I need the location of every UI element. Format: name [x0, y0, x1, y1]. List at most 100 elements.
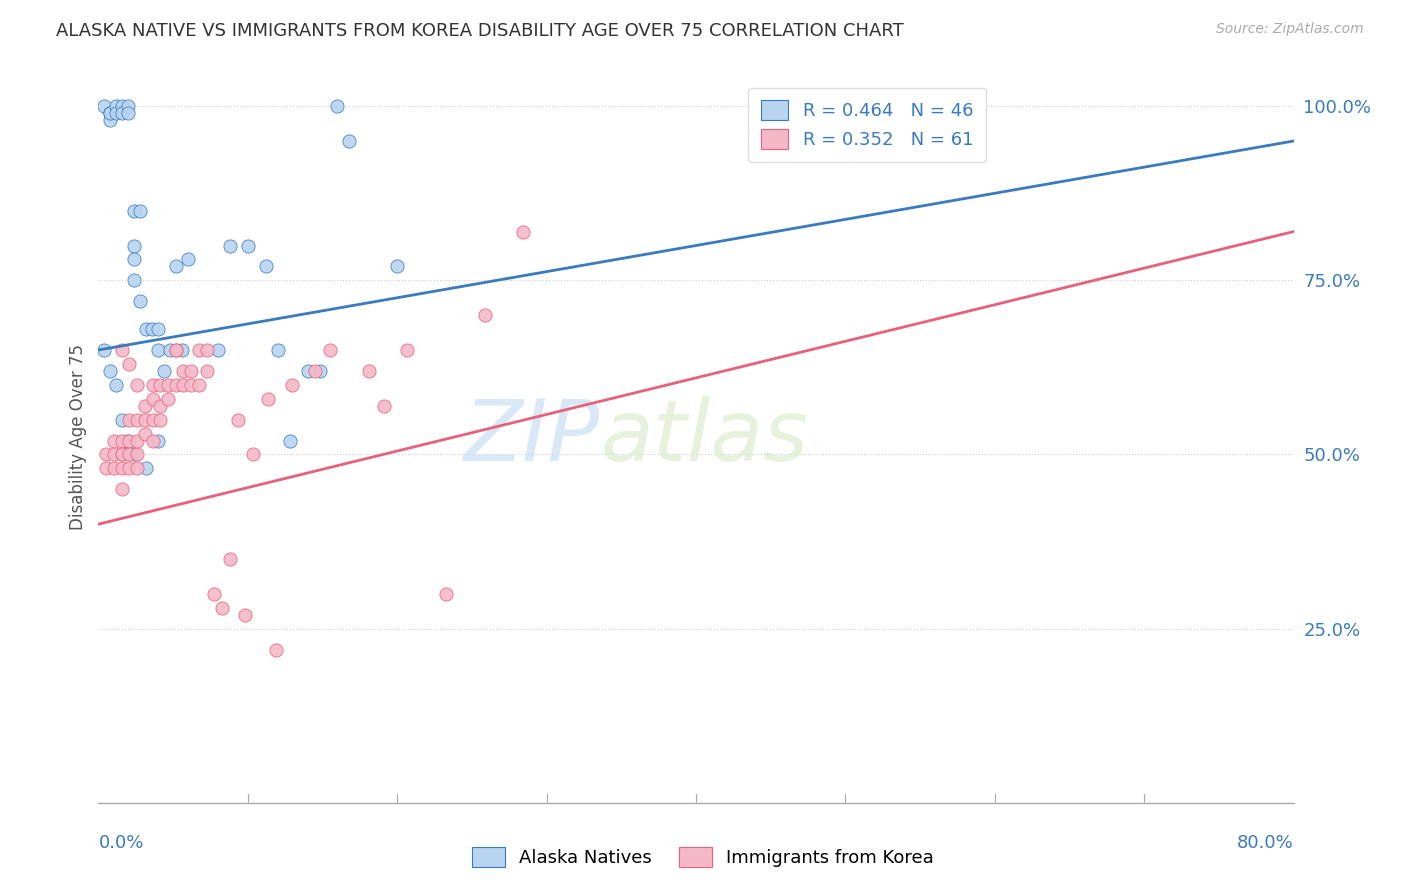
Point — [159, 343, 181, 357]
Point — [297, 364, 319, 378]
Point — [148, 343, 170, 357]
Point — [172, 343, 194, 357]
Point — [103, 434, 125, 448]
Point — [110, 483, 132, 497]
Point — [124, 448, 146, 462]
Legend: R = 0.464   N = 46, R = 0.352   N = 61: R = 0.464 N = 46, R = 0.352 N = 61 — [748, 87, 986, 161]
Point — [165, 343, 187, 357]
Point — [124, 252, 146, 267]
Point — [93, 99, 115, 113]
Point — [141, 434, 163, 448]
Point — [125, 412, 148, 426]
Point — [134, 412, 156, 426]
Point — [98, 106, 122, 120]
Point — [98, 106, 122, 120]
Point — [124, 203, 146, 218]
Point — [118, 461, 141, 475]
Point — [326, 99, 349, 113]
Point — [339, 134, 360, 148]
Point — [165, 260, 187, 274]
Point — [172, 364, 194, 378]
Point — [373, 399, 395, 413]
Point — [308, 364, 330, 378]
Point — [105, 99, 128, 113]
Point — [278, 434, 301, 448]
Point — [124, 238, 146, 252]
Point — [226, 412, 249, 426]
Point — [118, 448, 141, 462]
Point — [195, 364, 218, 378]
Point — [396, 343, 419, 357]
Point — [474, 308, 496, 322]
Point — [207, 343, 229, 357]
Point — [141, 412, 163, 426]
Point — [264, 642, 287, 657]
Point — [211, 600, 233, 615]
Point — [180, 377, 202, 392]
Point — [434, 587, 457, 601]
Point — [512, 225, 534, 239]
Point — [103, 448, 125, 462]
Point — [156, 392, 179, 406]
Point — [165, 377, 187, 392]
Text: atlas: atlas — [600, 395, 808, 479]
Point — [236, 238, 259, 252]
Point — [125, 461, 148, 475]
Text: ALASKA NATIVE VS IMMIGRANTS FROM KOREA DISABILITY AGE OVER 75 CORRELATION CHART: ALASKA NATIVE VS IMMIGRANTS FROM KOREA D… — [56, 22, 904, 40]
Point — [124, 273, 146, 287]
Point — [125, 434, 148, 448]
Point — [103, 461, 125, 475]
Point — [141, 392, 163, 406]
Point — [195, 343, 218, 357]
Point — [135, 461, 157, 475]
Point — [149, 412, 172, 426]
Point — [242, 448, 264, 462]
Point — [156, 377, 179, 392]
Point — [141, 322, 163, 336]
Point — [177, 252, 200, 267]
Point — [110, 343, 132, 357]
Point — [105, 377, 128, 392]
Point — [357, 364, 380, 378]
Point — [254, 260, 277, 274]
Point — [202, 587, 225, 601]
Point — [180, 364, 202, 378]
Point — [135, 322, 157, 336]
Point — [134, 426, 156, 441]
Point — [129, 203, 152, 218]
Point — [125, 377, 148, 392]
Point — [111, 99, 134, 113]
Point — [98, 106, 122, 120]
Point — [385, 260, 409, 274]
Point — [98, 113, 122, 128]
Point — [218, 552, 240, 566]
Point — [111, 412, 134, 426]
Point — [149, 377, 172, 392]
Point — [319, 343, 342, 357]
Point — [118, 434, 141, 448]
Point — [118, 357, 141, 371]
Point — [94, 461, 117, 475]
Y-axis label: Disability Age Over 75: Disability Age Over 75 — [69, 344, 87, 530]
Point — [111, 106, 134, 120]
Point — [172, 377, 194, 392]
Point — [267, 343, 290, 357]
Point — [280, 377, 302, 392]
Point — [117, 106, 139, 120]
Point — [118, 412, 141, 426]
Point — [110, 461, 132, 475]
Point — [148, 434, 170, 448]
Text: 80.0%: 80.0% — [1237, 834, 1294, 852]
Point — [117, 434, 139, 448]
Point — [148, 322, 170, 336]
Point — [93, 343, 115, 357]
Point — [110, 434, 132, 448]
Point — [125, 448, 148, 462]
Point — [257, 392, 280, 406]
Point — [187, 377, 209, 392]
Legend: Alaska Natives, Immigrants from Korea: Alaska Natives, Immigrants from Korea — [465, 839, 941, 874]
Point — [110, 448, 132, 462]
Point — [304, 364, 326, 378]
Point — [141, 377, 163, 392]
Point — [105, 106, 128, 120]
